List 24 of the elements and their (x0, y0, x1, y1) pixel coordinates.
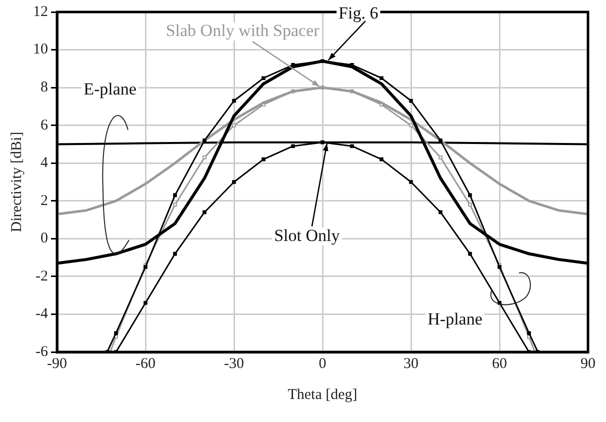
y-tick-label: 6 (40, 117, 48, 134)
x-axis-title: Theta [deg] (288, 386, 358, 403)
annotation: Slot Only (274, 226, 340, 245)
x-tick-label: 60 (492, 356, 507, 372)
x-tick-label: -30 (224, 356, 244, 372)
annotation: H-plane (428, 309, 482, 328)
y-tick-label: 4 (40, 155, 48, 172)
annotation: Slab Only with Spacer (166, 21, 320, 40)
y-axis-title: Directivity [dBi] (8, 132, 25, 232)
x-tick-label: 90 (580, 356, 596, 372)
annotation: E-plane (84, 79, 136, 98)
y-tick-label: -2 (36, 268, 48, 284)
x-tick-label: 30 (404, 356, 418, 372)
x-tick-label: -60 (136, 356, 156, 372)
y-tick-label: 10 (33, 42, 48, 58)
x-tick-label: -90 (47, 356, 67, 372)
y-tick-label: 2 (40, 192, 48, 209)
annotation: Fig. 6 (338, 4, 378, 23)
y-tick-label: -6 (36, 344, 48, 360)
y-tick-label: -4 (36, 306, 48, 322)
x-tick-label: 0 (318, 356, 326, 372)
y-tick-label: 12 (33, 4, 48, 20)
y-tick-label: 0 (40, 230, 48, 247)
y-tick-label: 8 (40, 79, 48, 96)
